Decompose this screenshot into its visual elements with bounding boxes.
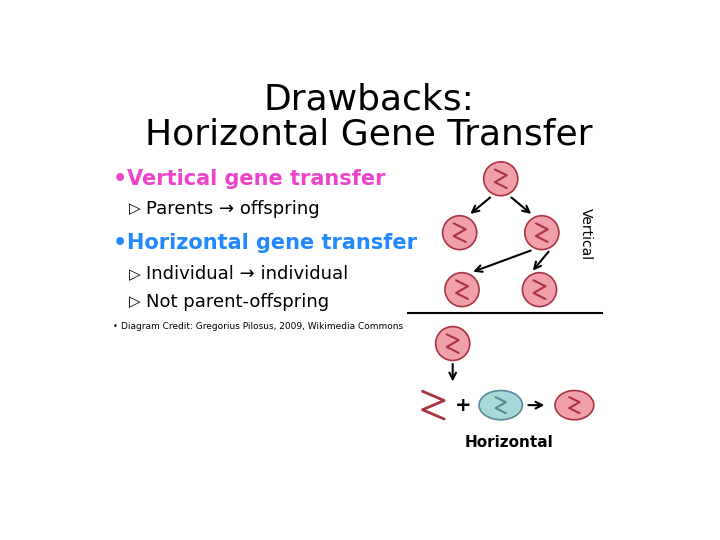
Circle shape	[484, 162, 518, 195]
Text: ▷: ▷	[129, 294, 140, 309]
Text: •: •	[113, 322, 118, 331]
Text: Parents → offspring: Parents → offspring	[145, 200, 320, 218]
Circle shape	[525, 215, 559, 249]
Text: ▷: ▷	[129, 267, 140, 282]
Text: Drawbacks:: Drawbacks:	[264, 83, 474, 117]
Circle shape	[443, 215, 477, 249]
Text: Horizontal gene transfer: Horizontal gene transfer	[127, 233, 417, 253]
Text: Vertical: Vertical	[579, 208, 593, 260]
Text: ▷: ▷	[129, 201, 140, 217]
Circle shape	[523, 273, 557, 307]
Text: Not parent-offspring: Not parent-offspring	[145, 293, 329, 311]
Text: •: •	[113, 233, 127, 253]
Circle shape	[436, 327, 469, 361]
Text: Horizontal: Horizontal	[464, 435, 553, 450]
Text: Diagram Credit: Gregorius Pilosus, 2009, Wikimedia Commons: Diagram Credit: Gregorius Pilosus, 2009,…	[121, 322, 403, 331]
Circle shape	[445, 273, 479, 307]
Text: Individual → individual: Individual → individual	[145, 265, 348, 284]
Ellipse shape	[479, 390, 523, 420]
Text: +: +	[455, 396, 472, 415]
Ellipse shape	[555, 390, 594, 420]
Text: Vertical gene transfer: Vertical gene transfer	[127, 169, 386, 189]
Text: Horizontal Gene Transfer: Horizontal Gene Transfer	[145, 117, 593, 151]
Text: •: •	[113, 169, 127, 189]
